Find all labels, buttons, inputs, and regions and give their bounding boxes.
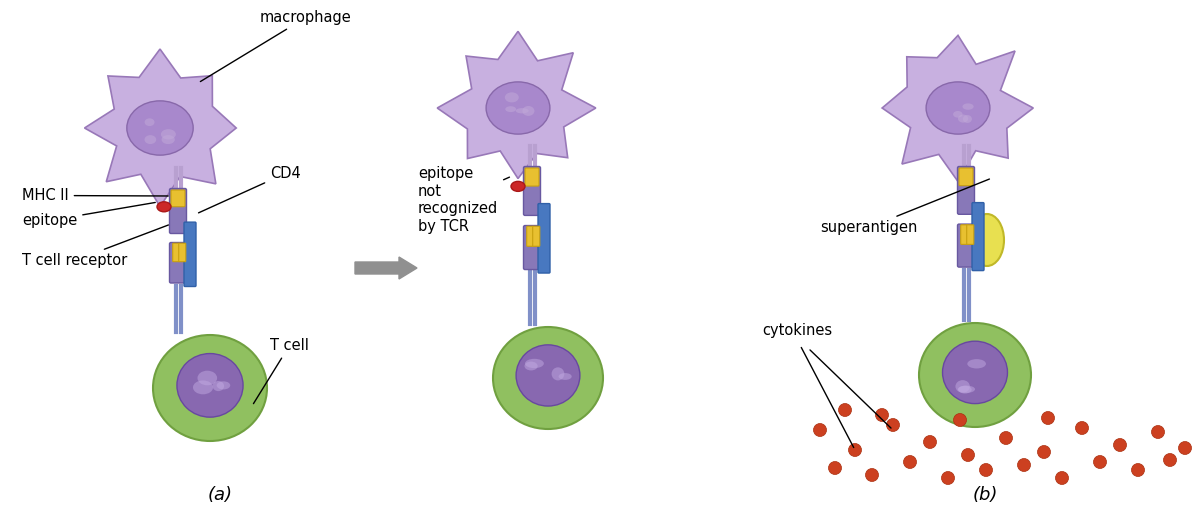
FancyBboxPatch shape — [525, 168, 539, 186]
Text: CD4: CD4 — [198, 166, 300, 213]
Circle shape — [999, 431, 1012, 445]
Ellipse shape — [525, 362, 538, 371]
Text: epitope
not
recognized
by TCR: epitope not recognized by TCR — [418, 166, 509, 233]
Circle shape — [1113, 438, 1127, 451]
Ellipse shape — [525, 359, 544, 368]
FancyArrow shape — [355, 257, 417, 279]
Circle shape — [813, 423, 826, 437]
Ellipse shape — [506, 106, 516, 112]
FancyBboxPatch shape — [524, 225, 540, 269]
Circle shape — [1017, 458, 1030, 472]
Circle shape — [876, 409, 889, 421]
Circle shape — [1093, 456, 1106, 468]
Polygon shape — [437, 31, 596, 178]
Ellipse shape — [127, 101, 193, 155]
Ellipse shape — [943, 341, 1008, 403]
Ellipse shape — [919, 323, 1030, 427]
Ellipse shape — [970, 214, 1004, 266]
Ellipse shape — [954, 111, 962, 118]
FancyBboxPatch shape — [957, 166, 974, 214]
FancyBboxPatch shape — [171, 190, 185, 206]
Ellipse shape — [157, 202, 171, 212]
Ellipse shape — [967, 359, 986, 369]
Circle shape — [1041, 411, 1054, 425]
Text: cytokines: cytokines — [761, 323, 832, 338]
Circle shape — [1131, 464, 1145, 476]
Ellipse shape — [486, 82, 550, 134]
FancyBboxPatch shape — [972, 203, 984, 270]
Circle shape — [1076, 421, 1088, 435]
Ellipse shape — [216, 381, 231, 390]
Circle shape — [1038, 446, 1051, 458]
Ellipse shape — [504, 92, 519, 102]
Ellipse shape — [957, 385, 975, 393]
Text: (b): (b) — [973, 486, 998, 504]
Text: T cell receptor: T cell receptor — [22, 225, 168, 268]
FancyBboxPatch shape — [961, 225, 968, 244]
FancyBboxPatch shape — [173, 243, 180, 262]
FancyBboxPatch shape — [524, 166, 540, 215]
Circle shape — [1056, 472, 1069, 485]
FancyBboxPatch shape — [184, 222, 196, 287]
Circle shape — [942, 472, 955, 485]
FancyBboxPatch shape — [527, 226, 533, 246]
Ellipse shape — [926, 82, 990, 134]
Text: T cell: T cell — [253, 338, 309, 403]
Ellipse shape — [516, 345, 580, 406]
Ellipse shape — [962, 103, 974, 110]
Circle shape — [903, 456, 916, 468]
Ellipse shape — [144, 118, 155, 126]
Ellipse shape — [510, 182, 525, 191]
Ellipse shape — [153, 335, 267, 441]
Ellipse shape — [161, 129, 175, 139]
FancyBboxPatch shape — [533, 226, 539, 246]
FancyBboxPatch shape — [538, 204, 550, 273]
Ellipse shape — [522, 106, 534, 116]
FancyBboxPatch shape — [179, 243, 186, 262]
Ellipse shape — [551, 367, 564, 380]
Ellipse shape — [492, 327, 603, 429]
Text: (a): (a) — [208, 486, 233, 504]
Circle shape — [886, 419, 900, 431]
FancyBboxPatch shape — [967, 225, 974, 244]
Circle shape — [838, 403, 852, 417]
FancyBboxPatch shape — [960, 168, 973, 186]
Text: MHC II: MHC II — [22, 188, 168, 203]
Circle shape — [1152, 426, 1165, 438]
FancyBboxPatch shape — [169, 242, 186, 283]
Ellipse shape — [144, 135, 156, 144]
Ellipse shape — [515, 108, 528, 114]
Circle shape — [924, 436, 937, 448]
Circle shape — [980, 464, 992, 476]
FancyBboxPatch shape — [169, 188, 186, 233]
Polygon shape — [84, 49, 237, 206]
Ellipse shape — [193, 381, 213, 394]
Circle shape — [866, 468, 878, 482]
Circle shape — [962, 448, 974, 461]
Ellipse shape — [958, 385, 972, 393]
Ellipse shape — [213, 381, 225, 391]
Ellipse shape — [558, 373, 572, 380]
Text: macrophage: macrophage — [201, 10, 352, 81]
Circle shape — [848, 444, 861, 457]
Ellipse shape — [197, 371, 217, 385]
Circle shape — [954, 413, 967, 427]
Circle shape — [829, 461, 842, 475]
Text: superantigen: superantigen — [820, 179, 990, 235]
Ellipse shape — [963, 115, 972, 123]
Circle shape — [1178, 441, 1191, 455]
Text: epitope: epitope — [22, 202, 155, 228]
Ellipse shape — [177, 354, 243, 417]
Ellipse shape — [958, 115, 968, 122]
Ellipse shape — [956, 380, 970, 393]
FancyBboxPatch shape — [957, 224, 974, 267]
Circle shape — [1164, 454, 1177, 467]
Polygon shape — [883, 35, 1033, 182]
Ellipse shape — [162, 135, 175, 144]
